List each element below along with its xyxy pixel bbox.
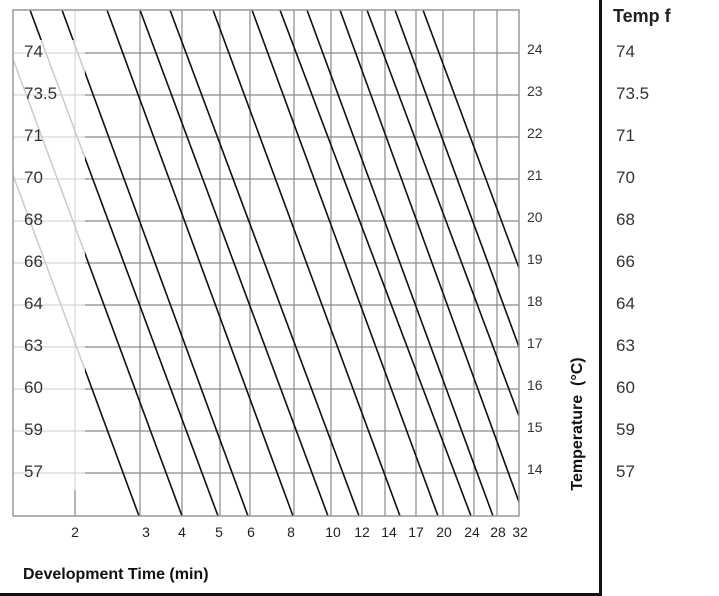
compensation-line — [106, 10, 294, 516]
fahrenheit-tick-label: 57 — [24, 462, 43, 481]
compensation-line — [169, 10, 360, 516]
x-tick-label: 28 — [490, 524, 506, 540]
x-tick-label: 6 — [247, 524, 255, 540]
celsius-tick-label: 15 — [527, 419, 543, 435]
celsius-tick-label: 22 — [527, 125, 543, 141]
fahrenheit-tick-label: 70 — [24, 168, 43, 187]
celsius-tick-label: 16 — [527, 377, 543, 393]
fahrenheit-tick-label: 64 — [24, 294, 43, 313]
side-panel-temp-value: 64 — [616, 294, 635, 313]
x-tick-label: 32 — [512, 524, 528, 540]
x-tick-label: 10 — [325, 524, 341, 540]
fahrenheit-tick-label: 60 — [24, 378, 43, 397]
fahrenheit-tick-label: 73.5 — [24, 84, 58, 103]
x-tick-label: 17 — [408, 524, 424, 540]
celsius-tick-label: 23 — [527, 83, 543, 99]
side-panel-temp-value: 63 — [616, 336, 635, 355]
compensation-line — [366, 10, 519, 417]
x-tick-label: 5 — [215, 524, 223, 540]
x-tick-label: 20 — [436, 524, 452, 540]
x-tick-label: 3 — [142, 524, 150, 540]
x-tick-label: 12 — [354, 524, 370, 540]
compensation-line-faded — [13, 58, 85, 256]
plot-border — [12, 9, 520, 517]
compensation-line-faded — [13, 174, 85, 372]
frame-divider-vertical — [599, 0, 602, 596]
side-panel-temp-value: 68 — [616, 210, 635, 229]
fahrenheit-tick-label: 59 — [24, 420, 43, 439]
side-panel-temp-value: 66 — [616, 252, 635, 271]
side-panel-temp-value: 59 — [616, 420, 635, 439]
compensation-line — [61, 10, 249, 516]
x-tick-label: 14 — [381, 524, 397, 540]
compensation-line — [279, 10, 472, 516]
side-panel-temp-value: 70 — [616, 168, 635, 187]
celsius-tick-label: 24 — [527, 41, 543, 57]
compensation-line — [139, 10, 329, 516]
side-panel-header: Temp f — [613, 6, 671, 26]
compensation-line — [212, 10, 401, 516]
compensation-line — [306, 10, 494, 516]
side-panel-temp-value: 57 — [616, 462, 635, 481]
side-panel-temp-value: 71 — [616, 126, 635, 145]
celsius-tick-label: 21 — [527, 167, 543, 183]
fahrenheit-tick-label: 66 — [24, 252, 43, 271]
side-panel-temp-value: 74 — [616, 42, 635, 61]
fahrenheit-tick-label: 63 — [24, 336, 43, 355]
celsius-tick-label: 14 — [527, 461, 543, 477]
x-tick-label: 8 — [287, 524, 295, 540]
compensation-line — [339, 10, 519, 503]
x-axis-title: Development Time (min) — [23, 566, 209, 583]
side-panel-temp-value: 60 — [616, 378, 635, 397]
compensation-line — [251, 10, 439, 516]
x-tick-label: 2 — [71, 524, 79, 540]
fahrenheit-tick-label: 74 — [24, 42, 43, 61]
fahrenheit-tick-label: 68 — [24, 210, 43, 229]
celsius-tick-label: 18 — [527, 293, 543, 309]
compensation-line — [394, 10, 519, 348]
compensation-line-faded — [40, 40, 85, 161]
celsius-tick-label: 17 — [527, 335, 543, 351]
celsius-tick-label: 20 — [527, 209, 543, 225]
celsius-tick-label: 19 — [527, 251, 543, 267]
compensation-line — [422, 10, 519, 269]
grid-faded — [13, 10, 85, 516]
grid-lines — [74, 10, 519, 516]
x-tick-label: 24 — [464, 524, 480, 540]
x-tick-label: 4 — [178, 524, 186, 540]
side-panel-temp-value: 73.5 — [616, 84, 650, 103]
compensation-lines-faded — [13, 40, 85, 372]
y-axis-title: Temperature (°C) — [569, 357, 586, 491]
frame-divider-horizontal — [0, 593, 602, 596]
fahrenheit-tick-label: 71 — [24, 126, 43, 145]
